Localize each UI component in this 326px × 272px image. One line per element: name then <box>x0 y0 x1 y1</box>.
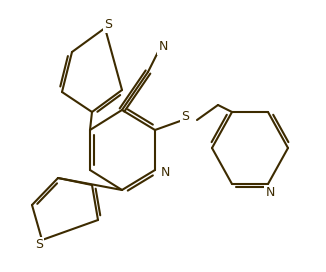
Text: S: S <box>104 18 112 32</box>
Text: N: N <box>158 41 168 54</box>
Text: S: S <box>181 110 189 123</box>
Text: S: S <box>35 237 43 251</box>
Text: N: N <box>160 165 170 178</box>
Text: N: N <box>265 186 275 199</box>
